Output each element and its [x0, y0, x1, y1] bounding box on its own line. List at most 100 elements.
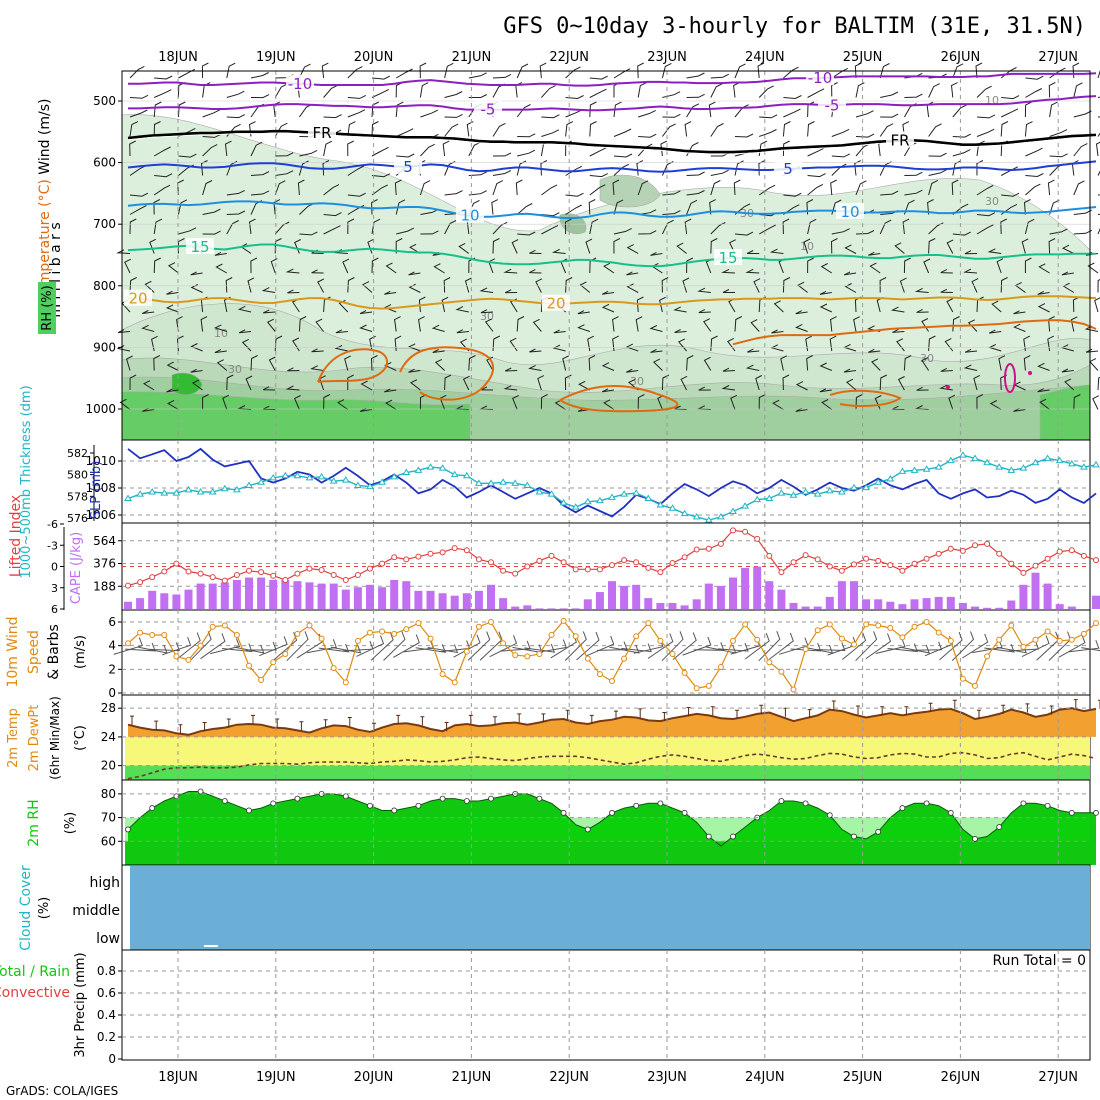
wind-barb: [661, 62, 672, 79]
isotherm-line: [127, 132, 1097, 155]
thickness-point: [462, 471, 471, 479]
wind-barb: [1037, 362, 1050, 371]
wind-barb: [951, 179, 959, 196]
lifted-point: [1056, 548, 1063, 555]
wind-barb: [503, 268, 518, 274]
wind-barb: [1021, 238, 1029, 254]
wind-barb: [468, 171, 488, 176]
cape-bar: [208, 583, 217, 609]
wind-speed-point: [197, 642, 204, 649]
lifted-point: [645, 564, 652, 571]
rh2m-point: [657, 800, 664, 807]
wind-speed-point: [935, 629, 942, 636]
wind-barb: [807, 121, 815, 137]
wind-legend: Wind (m/s): [37, 98, 53, 179]
wind-barb: [371, 199, 378, 215]
rh2m-point: [875, 828, 882, 835]
surface-wind-barb: [814, 642, 846, 652]
wind-barb: [532, 318, 542, 332]
x-top-label: 25JUN: [843, 50, 883, 65]
wind-barb: [727, 337, 736, 352]
wind-barb: [637, 62, 644, 79]
isotherm-label: -10: [288, 75, 313, 93]
thickness-point: [656, 501, 665, 508]
wind-barb: [541, 129, 560, 137]
surface-wind-barb: [383, 631, 406, 661]
temp-minmax-bar: [251, 714, 255, 724]
thickness-point: [789, 491, 798, 498]
wind-barb: [589, 184, 606, 196]
wind-barb: [703, 356, 712, 371]
wind-barb: [250, 355, 258, 371]
wind-speed-point: [439, 671, 446, 678]
wind-barb: [952, 133, 972, 138]
lifted-point: [838, 567, 845, 574]
wind-barb: [770, 344, 784, 352]
surface-wind-barb: [682, 636, 712, 656]
thickness-point: [341, 476, 350, 483]
surface-wind-barb: [286, 631, 309, 662]
lifted-point: [149, 574, 156, 581]
wind-axis-label-3: & Barbs: [46, 624, 62, 680]
wind-barb: [321, 62, 329, 79]
wind-barb: [782, 140, 790, 157]
wind-speed-point: [524, 653, 531, 660]
wind-barb: [1049, 129, 1068, 137]
wind-barb: [844, 283, 857, 293]
cape-bar: [971, 606, 979, 609]
wind-barb: [362, 281, 373, 293]
wind-barb: [434, 358, 445, 371]
wind-barb: [710, 123, 724, 137]
isotherm-label-bg: [836, 202, 864, 219]
temp-minmax-bar: [710, 706, 715, 716]
wind-barb: [492, 335, 501, 352]
wind-barb: [484, 318, 494, 332]
rh2m-point: [609, 809, 615, 816]
thickness-point: [438, 464, 447, 471]
lifted-point: [572, 566, 579, 573]
wind-barb: [783, 108, 801, 118]
temp-minmax-bar: [493, 716, 497, 726]
wind-speed-point: [730, 637, 736, 644]
cape-bar: [390, 579, 399, 609]
rh-contour-label: 10: [214, 327, 228, 340]
wind-barb: [129, 218, 137, 235]
x-bottom-label: 18JUN: [158, 1070, 198, 1085]
wind-barb: [299, 149, 318, 157]
wind-barb: [759, 129, 777, 137]
wind-barb: [831, 82, 838, 98]
cape-bar: [232, 579, 241, 609]
wind-barb: [626, 244, 639, 254]
wind-barb: [274, 83, 288, 98]
surface-wind-barb: [875, 638, 906, 654]
wind-speed-point: [306, 622, 313, 629]
footer-credit: GrADS: COLA/IGES: [6, 1084, 118, 1098]
surface-wind-barb: [842, 632, 867, 660]
wind-barb: [746, 250, 760, 254]
wind-barb: [819, 303, 833, 313]
minmax-axis-label: (6hr Min/Max): [48, 696, 62, 780]
cape-bar: [1067, 606, 1076, 609]
lifted-point: [875, 557, 882, 564]
wind-barb: [758, 85, 774, 98]
cape-bar: [535, 608, 544, 609]
wind-barb: [154, 173, 173, 178]
thickness-point: [777, 489, 786, 496]
wind-barb: [879, 374, 888, 391]
wind-speed-point: [330, 665, 337, 672]
wind-speed-point: [633, 633, 640, 640]
wind-barb: [129, 121, 139, 137]
wind-barb: [178, 227, 197, 235]
wind-speed-point: [560, 617, 567, 624]
x-top-label: 27JUN: [1038, 50, 1078, 65]
lifted-point: [802, 552, 809, 559]
wind-speed-point: [693, 685, 700, 692]
wind-barb: [1061, 271, 1074, 276]
wind-barb: [468, 94, 488, 98]
surface-wind-barb: [234, 644, 265, 654]
rh2m-point: [221, 798, 228, 804]
thickness-point: [741, 502, 749, 509]
temp-minmax-bar: [541, 713, 546, 723]
wind-barb: [119, 398, 131, 410]
wind-barb: [153, 146, 171, 157]
